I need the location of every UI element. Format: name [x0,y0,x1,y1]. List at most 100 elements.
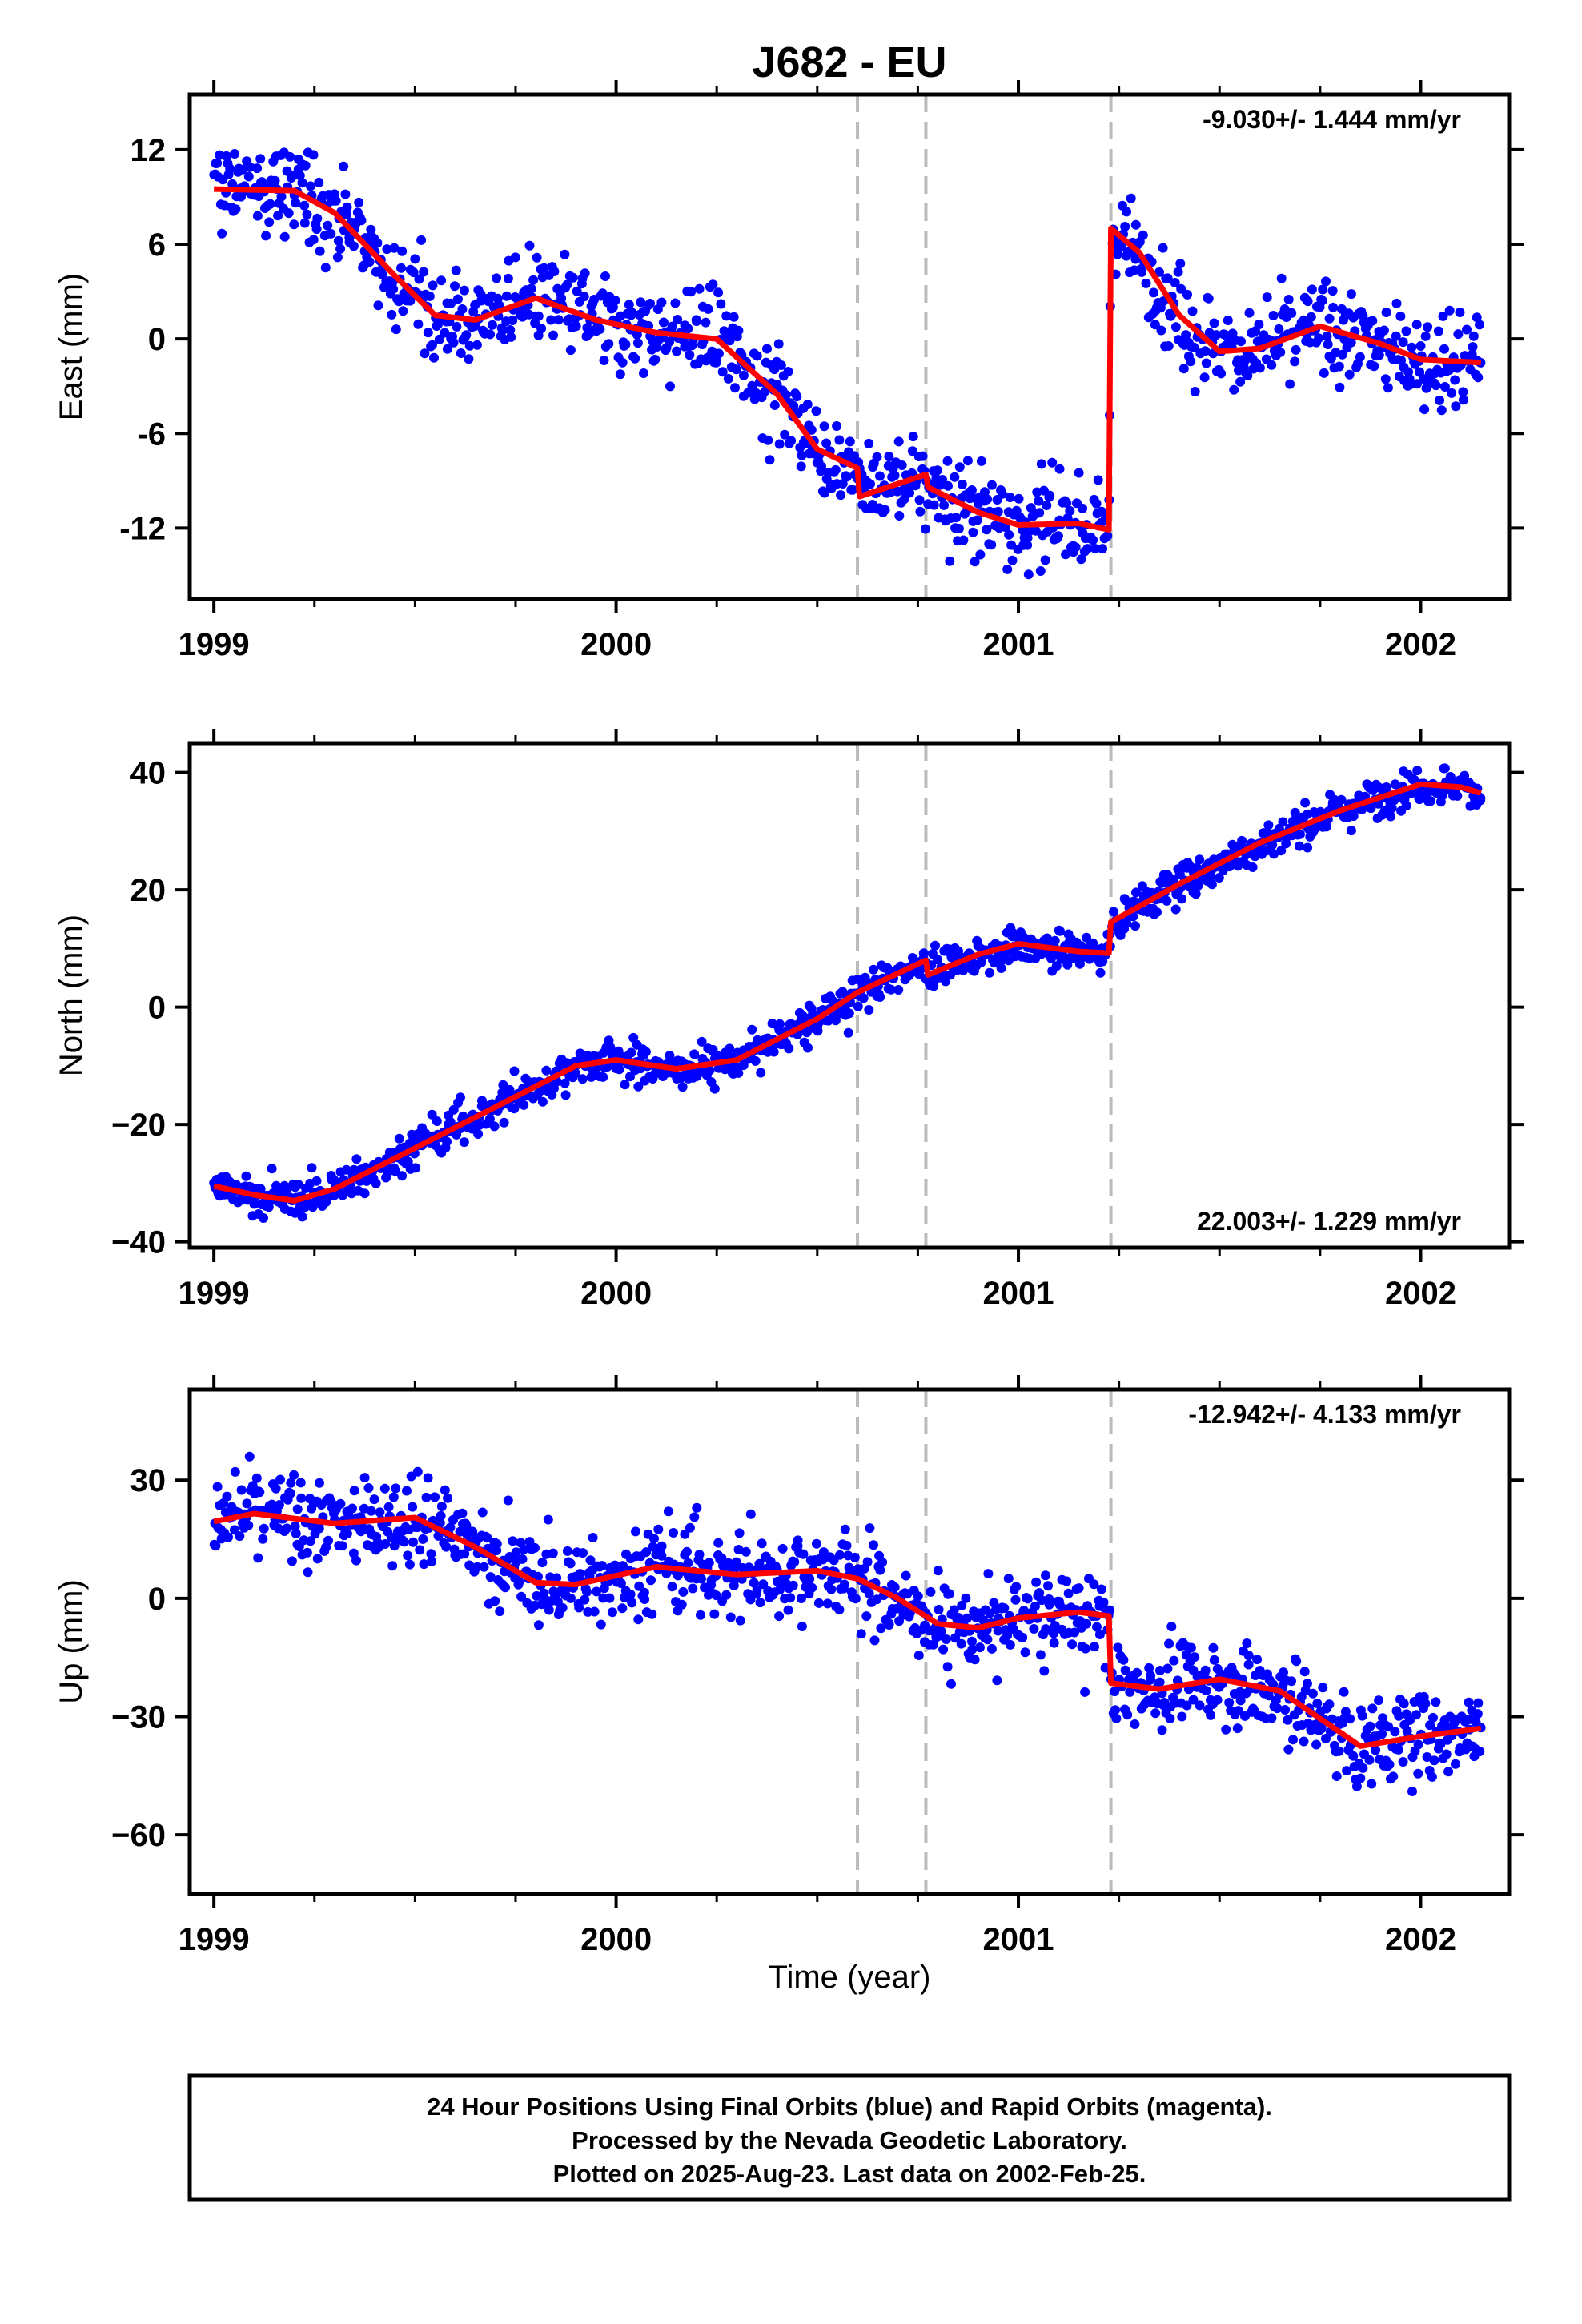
plot-content [209,94,1486,599]
data-point [1346,826,1356,836]
data-point [261,231,271,241]
data-point [999,1603,1010,1614]
data-point [1275,347,1286,357]
data-point [312,213,323,223]
data-point [289,219,299,230]
data-point [1322,331,1332,341]
data-point [366,1506,376,1516]
data-point [765,455,775,465]
data-point [595,324,605,334]
data-point [763,435,773,445]
data-point [913,1591,923,1602]
data-point [399,1537,409,1547]
data-point [291,1529,301,1538]
data-point [252,163,263,174]
data-point [1182,289,1192,300]
data-point [1337,349,1347,360]
data-point [774,1611,785,1622]
data-point [1120,1665,1130,1675]
data-point [1369,361,1379,372]
data-point [822,1598,833,1609]
data-point [348,1548,359,1558]
data-point [500,1582,510,1593]
data-point [692,1502,702,1513]
data-point [315,1478,324,1488]
x-tick-label: 2002 [1385,1922,1456,1957]
data-point [270,175,280,186]
data-point [913,1651,924,1660]
data-point [279,231,290,242]
data-point [797,450,807,460]
data-point [1426,796,1435,806]
data-point [1351,1781,1362,1791]
data-point [1364,1755,1375,1765]
data-point [597,1561,607,1571]
data-point [477,1507,488,1518]
data-point [433,1530,444,1541]
data-point [275,1474,285,1485]
data-point [299,218,310,228]
data-point [430,1492,440,1502]
data-point [299,200,310,211]
data-point [656,1541,667,1551]
data-point [1080,1687,1090,1697]
data-point [217,228,227,239]
data-point [975,549,986,560]
data-point [805,1574,815,1584]
footer-line-1: 24 Hour Positions Using Final Orbits (bl… [427,2093,1272,2121]
data-point [276,191,287,202]
data-point [255,1184,266,1194]
data-point [864,438,874,448]
data-point [473,1129,484,1139]
data-point [379,1483,390,1494]
data-point [273,211,283,221]
data-point [986,540,997,550]
data-point [459,285,469,296]
data-point [696,1610,705,1620]
data-point [967,1644,978,1655]
data-point [696,1574,706,1584]
data-point [562,1058,572,1068]
data-point [817,461,826,472]
data-point [258,1534,268,1544]
data-point [930,940,940,951]
data-point [552,1573,562,1583]
data-point [315,246,325,256]
model-curve [213,781,1482,1204]
plot-content [209,743,1486,1248]
data-point [580,268,590,279]
data-point [1189,342,1199,352]
data-point [1441,1749,1452,1759]
data-point [733,1068,744,1078]
data-point [756,1068,766,1078]
data-point [711,357,721,368]
data-point [1371,1745,1381,1755]
data-point [339,161,349,171]
data-point [834,435,845,445]
data-point [1393,1744,1403,1755]
y-tick-label: 0 [148,991,166,1026]
data-point [1255,363,1265,373]
data-point [403,1550,413,1561]
data-point [1177,894,1187,904]
data-point [495,1606,505,1617]
data-point [926,1586,936,1597]
data-point [351,1555,361,1566]
model-curve [213,1510,1482,1749]
data-point [1162,1663,1173,1674]
data-point [459,1137,469,1148]
data-point [472,1562,483,1572]
data-point [300,160,311,171]
data-point [849,1552,860,1562]
data-point [1053,531,1063,541]
x-axis-label: Time (year) [769,1960,931,1995]
data-point [296,1493,307,1503]
data-point [342,202,352,212]
data-point [1439,763,1450,774]
data-point [373,300,383,311]
data-point [1130,921,1140,931]
data-point [982,494,993,505]
data-point [1221,1724,1231,1735]
data-point [875,471,885,481]
data-point [962,456,973,466]
